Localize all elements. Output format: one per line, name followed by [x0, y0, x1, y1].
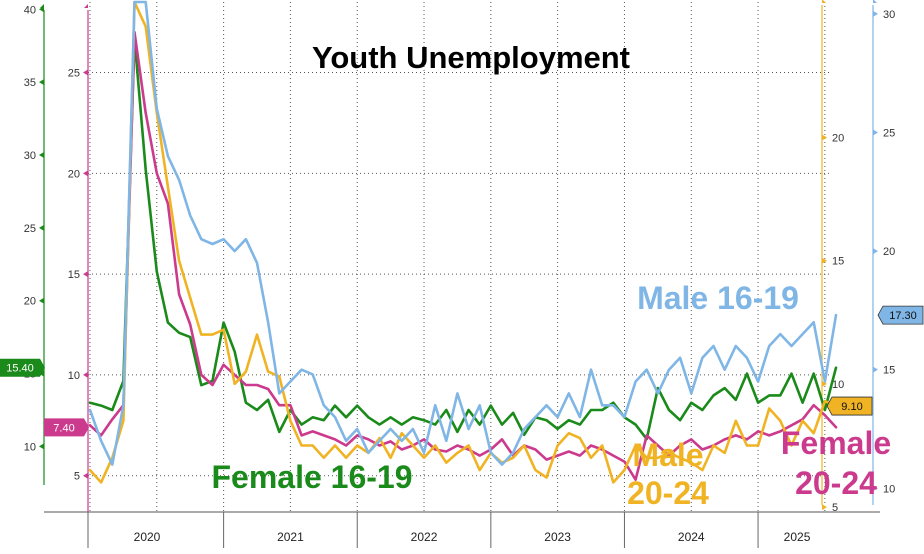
- y-tick-label: 25: [883, 127, 895, 139]
- y-tick-mark: [873, 248, 878, 255]
- y-tick-label: 5: [832, 502, 838, 514]
- y-tick-mark: [822, 504, 827, 511]
- x-tick-label: 2020: [134, 530, 161, 544]
- badge-male-20-24: [826, 396, 873, 416]
- series-label-female-20-24: Female 20-24: [781, 425, 891, 501]
- series-line-female-16-19: [88, 37, 838, 441]
- badge-value-male-16-19: 17.30: [889, 310, 917, 322]
- y-tick-mark: [39, 224, 44, 231]
- series-lines: [88, 0, 838, 484]
- y-tick-mark: [873, 10, 878, 17]
- y-tick-label: 20: [883, 246, 895, 258]
- y-tick-label: 10: [832, 379, 844, 391]
- badge-value-female-20-24: 7.40: [53, 422, 74, 434]
- series-label-male-20-24: Male 20-24: [627, 437, 709, 511]
- y-tick-label: 25: [24, 223, 36, 235]
- y-tick-label: 30: [883, 9, 895, 21]
- y-tick-mark: [39, 443, 44, 450]
- y-tick-label: 15: [68, 269, 80, 281]
- y-tick-label: 25: [68, 68, 80, 80]
- grid: [44, 2, 880, 513]
- y-tick-mark: [873, 485, 878, 492]
- y-tick-mark: [39, 6, 44, 13]
- badge-female-20-24: [44, 418, 89, 437]
- chart-title: Youth Unemployment: [312, 40, 630, 75]
- y-tick-mark: [83, 69, 88, 76]
- last-value-badges: 15.40 7.40 9.10 17.30: [0, 305, 924, 437]
- y-tick-mark: [83, 271, 88, 278]
- y-tick-label: 20: [24, 296, 36, 308]
- x-tick-label: 2023: [544, 530, 571, 544]
- y-tick-mark: [873, 129, 878, 136]
- y-tick-label: 15: [883, 365, 895, 377]
- badge-value-male-20-24: 9.10: [841, 401, 862, 413]
- y-tick-label: 30: [24, 150, 36, 162]
- y-tick-label: 10: [24, 441, 36, 453]
- y-tick-mark: [83, 472, 88, 479]
- axis-arrow: [822, 0, 826, 3]
- y-tick-label: 35: [24, 77, 36, 89]
- x-tick-label: 2021: [277, 530, 304, 544]
- y-tick-mark: [822, 380, 827, 387]
- y-tick-mark: [83, 170, 88, 177]
- series-line-male-20-24: [88, 0, 838, 484]
- axis-arrow: [873, 0, 877, 3]
- badge-male-16-19: [877, 305, 924, 325]
- y-tick-label: 5: [74, 471, 80, 483]
- y-tick-mark: [39, 79, 44, 86]
- y-tick-label: 10: [883, 483, 895, 495]
- axes: 2020202120222023202420251015202530354051…: [24, 0, 895, 548]
- y-tick-label: 20: [832, 133, 844, 145]
- y-tick-label: 10: [68, 370, 80, 382]
- series-label-female-16-19: Female 16-19: [211, 459, 412, 495]
- y-tick-mark: [83, 371, 88, 378]
- y-tick-label: 15: [832, 256, 844, 268]
- y-tick-label: 40: [24, 4, 36, 16]
- x-tick-label: 2024: [678, 530, 705, 544]
- x-tick-label: 2025: [784, 530, 811, 544]
- y-tick-mark: [822, 134, 827, 141]
- x-tick-label: 2022: [411, 530, 438, 544]
- series-labels: Female 16-19 Male 16-19 Male 20-24 Female 20-…: [211, 280, 891, 511]
- series-line-female-20-24: [88, 30, 838, 482]
- y-tick-mark: [873, 366, 878, 373]
- y-tick-mark: [39, 152, 44, 158]
- y-tick-mark: [39, 297, 44, 304]
- series-label-male-16-19: Male 16-19: [637, 280, 799, 316]
- y-tick-mark: [822, 257, 827, 264]
- y-tick-label: 20: [68, 168, 80, 180]
- series-line-male-16-19: [88, 0, 838, 466]
- axis-arrow: [84, 4, 88, 8]
- badge-value-female-16-19: 15.40: [6, 363, 34, 375]
- badge-female-16-19: [0, 358, 45, 377]
